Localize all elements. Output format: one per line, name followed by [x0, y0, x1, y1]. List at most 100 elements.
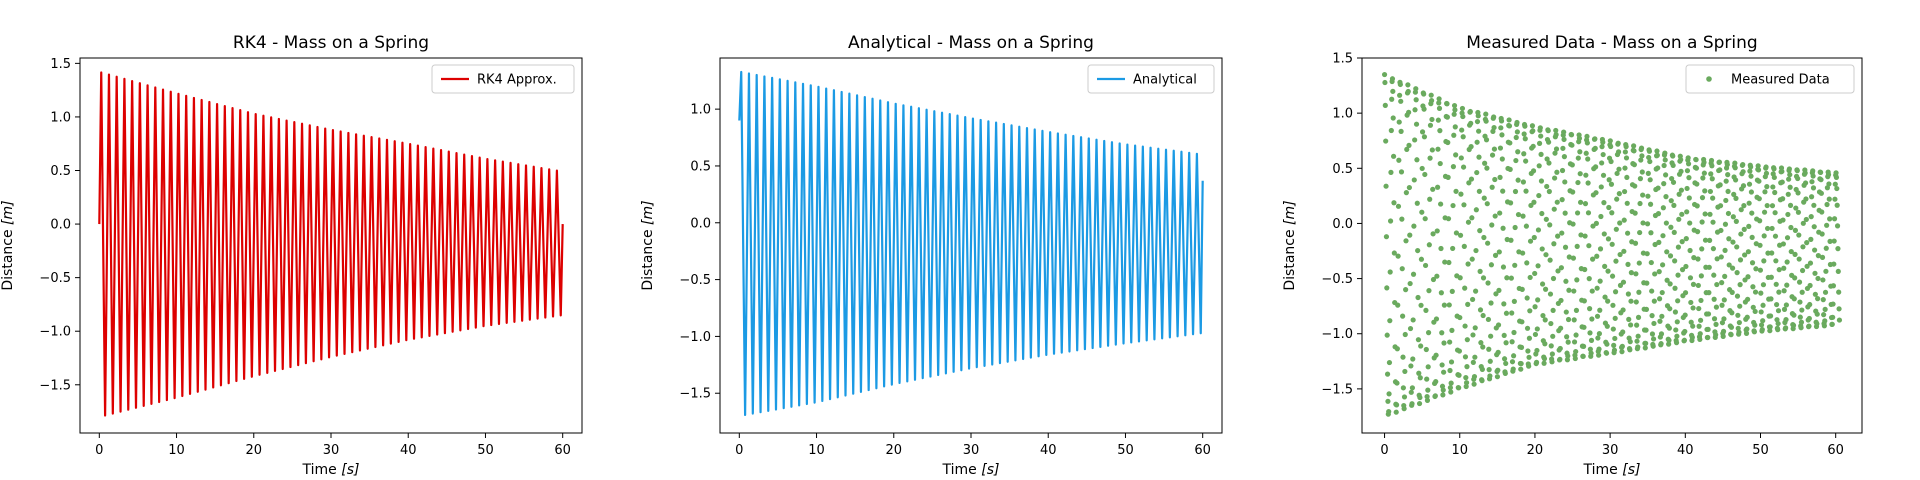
data-point — [1609, 241, 1615, 247]
data-point — [1389, 96, 1395, 102]
y-tick-label: −1.0 — [1321, 327, 1353, 342]
data-point — [1656, 269, 1662, 275]
data-point — [1426, 288, 1432, 294]
data-point — [1549, 359, 1555, 365]
data-point — [1492, 176, 1498, 183]
chart-title: Measured Data - Mass on a Spring — [1466, 33, 1757, 53]
data-point — [1796, 256, 1802, 262]
data-point — [1553, 127, 1559, 134]
data-point — [1519, 286, 1525, 293]
data-point — [1674, 333, 1680, 339]
data-point — [1625, 261, 1631, 267]
data-point — [1594, 253, 1600, 259]
data-point — [1407, 232, 1413, 238]
x-tick-label: 30 — [963, 443, 980, 458]
data-point — [1760, 302, 1766, 308]
data-point — [1827, 238, 1833, 244]
y-tick-label: 0.0 — [1332, 217, 1353, 232]
data-point — [1834, 185, 1840, 192]
data-point — [1540, 312, 1546, 319]
x-tick-label: 40 — [400, 443, 417, 458]
data-point — [1661, 162, 1667, 169]
data-point — [1418, 302, 1424, 308]
data-point — [1600, 151, 1606, 158]
data-point — [1786, 176, 1792, 182]
data-point — [1796, 232, 1802, 238]
data-point — [1780, 241, 1786, 247]
data-point — [1740, 162, 1746, 168]
data-point — [1416, 400, 1423, 407]
data-point — [1474, 118, 1481, 125]
data-point — [1711, 316, 1718, 322]
data-point — [1458, 155, 1464, 161]
data-point — [1613, 258, 1619, 264]
data-point — [1594, 313, 1601, 319]
data-point — [1679, 267, 1686, 273]
data-point — [1832, 181, 1838, 187]
data-point — [1734, 244, 1740, 250]
data-point — [1538, 151, 1544, 157]
data-point — [1787, 202, 1794, 208]
data-point — [1730, 214, 1736, 220]
data-point — [1582, 233, 1588, 239]
data-point — [1586, 276, 1592, 282]
data-point — [1397, 81, 1403, 88]
data-point — [1757, 242, 1763, 248]
data-point — [1620, 307, 1626, 313]
data-point — [1474, 139, 1480, 145]
data-point — [1748, 189, 1754, 195]
data-point — [1685, 161, 1692, 167]
data-point — [1571, 288, 1577, 294]
data-point — [1452, 107, 1458, 113]
data-point — [1519, 319, 1525, 325]
data-point — [1451, 132, 1457, 138]
data-point — [1752, 308, 1758, 315]
data-point — [1729, 265, 1736, 271]
legend-box — [1087, 64, 1215, 94]
data-point — [1395, 302, 1401, 308]
data-point — [1820, 297, 1826, 303]
data-point — [1811, 202, 1817, 208]
data-point — [1491, 146, 1498, 152]
data-point — [1486, 346, 1492, 352]
data-point — [1698, 273, 1704, 279]
data-point — [1508, 237, 1514, 243]
data-point — [1812, 270, 1818, 276]
x-tick-label: 0 — [735, 443, 743, 458]
data-point — [1386, 359, 1393, 366]
data-point — [1642, 345, 1648, 351]
data-point — [1562, 210, 1568, 216]
data-point — [1815, 253, 1821, 259]
data-point — [1688, 299, 1694, 306]
data-point — [1675, 244, 1682, 250]
data-point — [1412, 137, 1418, 143]
data-point — [1525, 348, 1531, 354]
data-point — [1573, 348, 1579, 355]
data-point — [1725, 188, 1731, 195]
data-point — [1788, 224, 1794, 231]
data-point — [1396, 157, 1402, 163]
data-point — [1628, 322, 1634, 328]
data-point — [1547, 291, 1554, 297]
data-point — [1663, 220, 1669, 226]
data-point — [1694, 203, 1700, 209]
data-point — [1729, 289, 1735, 295]
data-point — [1430, 186, 1436, 192]
data-point — [1399, 216, 1405, 222]
data-point — [1636, 260, 1642, 266]
data-point — [1446, 259, 1452, 266]
data-point — [1457, 314, 1463, 321]
data-point — [1730, 239, 1736, 245]
data-point — [1391, 200, 1397, 206]
data-point — [1699, 219, 1705, 225]
data-point — [1415, 294, 1421, 301]
data-point — [1409, 401, 1415, 407]
data-point — [1383, 183, 1389, 189]
y-tick-label: −0.5 — [39, 271, 71, 286]
data-point — [1467, 108, 1473, 115]
data-point — [1495, 367, 1501, 373]
data-point — [1404, 146, 1410, 153]
data-point — [1779, 168, 1785, 175]
legend-label: Measured Data — [1731, 73, 1830, 88]
data-point — [1758, 322, 1765, 328]
